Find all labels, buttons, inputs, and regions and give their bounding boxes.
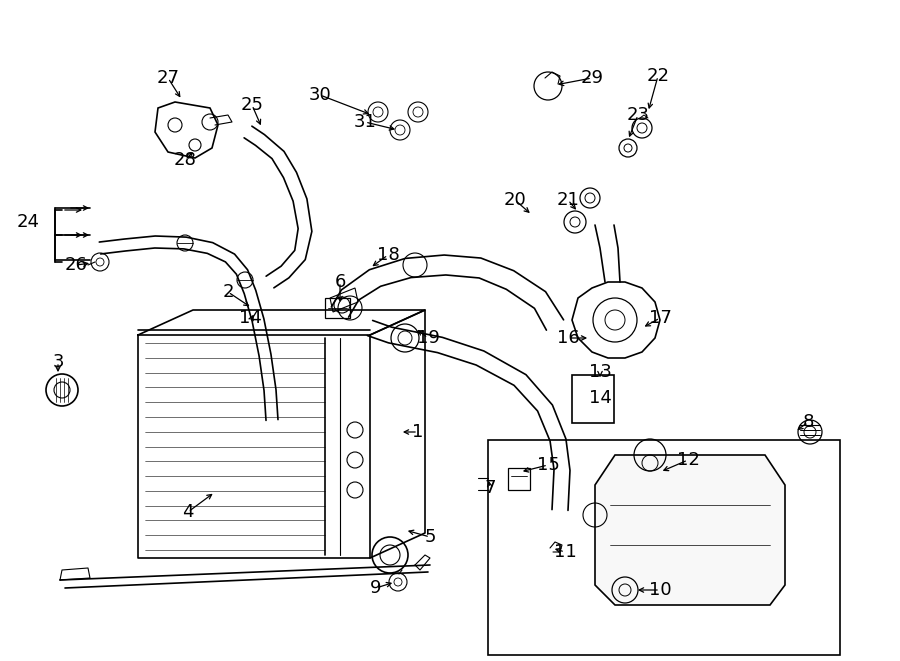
Polygon shape (595, 455, 785, 605)
Text: 8: 8 (802, 413, 814, 431)
Text: 20: 20 (504, 191, 526, 209)
Text: 29: 29 (580, 69, 604, 87)
Text: 23: 23 (626, 106, 650, 124)
Text: 16: 16 (556, 329, 580, 347)
Text: 13: 13 (589, 363, 611, 381)
Text: 4: 4 (182, 503, 194, 521)
Text: 11: 11 (554, 543, 576, 561)
Text: 27: 27 (157, 69, 179, 87)
Text: 18: 18 (376, 246, 400, 264)
Text: 22: 22 (646, 67, 670, 85)
Text: 21: 21 (556, 191, 580, 209)
Text: 5: 5 (424, 528, 436, 546)
Text: 19: 19 (417, 329, 439, 347)
Text: 3: 3 (52, 353, 64, 371)
Bar (488, 440, 840, 655)
Text: 31: 31 (354, 113, 376, 131)
Text: 30: 30 (309, 86, 331, 104)
Text: 6: 6 (334, 273, 346, 291)
Bar (508, 468, 530, 490)
Text: 9: 9 (370, 579, 382, 597)
Text: 14: 14 (589, 389, 611, 407)
Bar (572, 375, 614, 423)
Text: 26: 26 (65, 256, 87, 274)
Text: 12: 12 (677, 451, 699, 469)
Text: 17: 17 (649, 309, 671, 327)
Text: 7: 7 (484, 479, 496, 497)
Text: 24: 24 (16, 213, 40, 231)
Text: 15: 15 (536, 456, 560, 474)
Text: 2: 2 (222, 283, 234, 301)
Text: 25: 25 (240, 96, 264, 114)
Text: 14: 14 (238, 309, 261, 327)
Text: 10: 10 (649, 581, 671, 599)
Text: 28: 28 (174, 151, 196, 169)
Text: 1: 1 (412, 423, 424, 441)
Bar (325, 298, 350, 318)
